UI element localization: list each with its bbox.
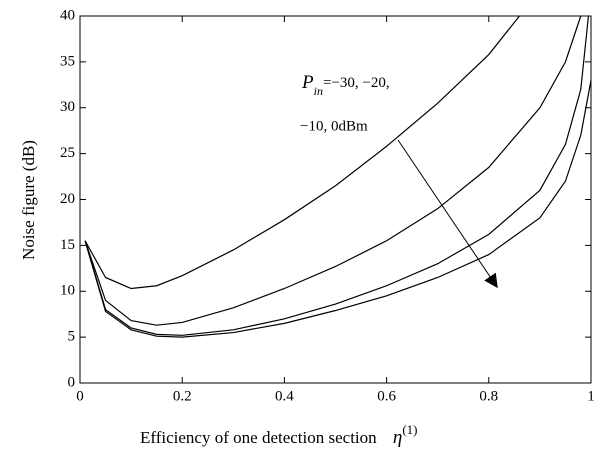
y-axis-title: Noise figure (dB) bbox=[19, 140, 38, 260]
y-tick-label: 0 bbox=[68, 374, 76, 390]
curve bbox=[84, 15, 520, 290]
y-tick-label: 10 bbox=[60, 283, 75, 299]
x-axis-title-text: Efficiency of one detection section bbox=[140, 428, 377, 447]
curve bbox=[84, 15, 590, 336]
x-tick-label: 0 bbox=[76, 388, 84, 404]
x-axis-superscript: (1) bbox=[402, 422, 417, 437]
x-axis-symbol: η bbox=[393, 427, 402, 448]
y-tick-label: 35 bbox=[60, 53, 75, 69]
curve bbox=[84, 80, 592, 338]
annotation-line1: Pin=−30, −20, bbox=[301, 72, 390, 97]
plot-frame bbox=[79, 15, 592, 384]
annotation-symbol: P bbox=[301, 72, 314, 93]
y-tick-label: 5 bbox=[68, 329, 76, 345]
y-tick-label: 25 bbox=[60, 145, 75, 161]
x-tick-label: 0.6 bbox=[377, 388, 396, 404]
x-tick-label: 0.2 bbox=[173, 388, 192, 404]
y-tick-label: 15 bbox=[60, 237, 75, 253]
annotation-line2: −10, 0dBm bbox=[300, 118, 368, 134]
x-axis-title: Efficiency of one detection section η(1) bbox=[140, 422, 418, 448]
x-tick-label: 0.4 bbox=[275, 388, 294, 404]
y-tick-label: 40 bbox=[60, 7, 75, 23]
annotation-subscript: in bbox=[314, 84, 323, 98]
x-tick-label: 0.8 bbox=[479, 388, 498, 404]
x-tick-label: 1 bbox=[587, 388, 595, 404]
annotation-text: =−30, −20, bbox=[323, 75, 390, 91]
annotation-arrow bbox=[397, 139, 498, 289]
y-tick-label: 30 bbox=[60, 99, 75, 115]
y-tick-label: 20 bbox=[60, 191, 75, 207]
curve bbox=[84, 15, 582, 326]
